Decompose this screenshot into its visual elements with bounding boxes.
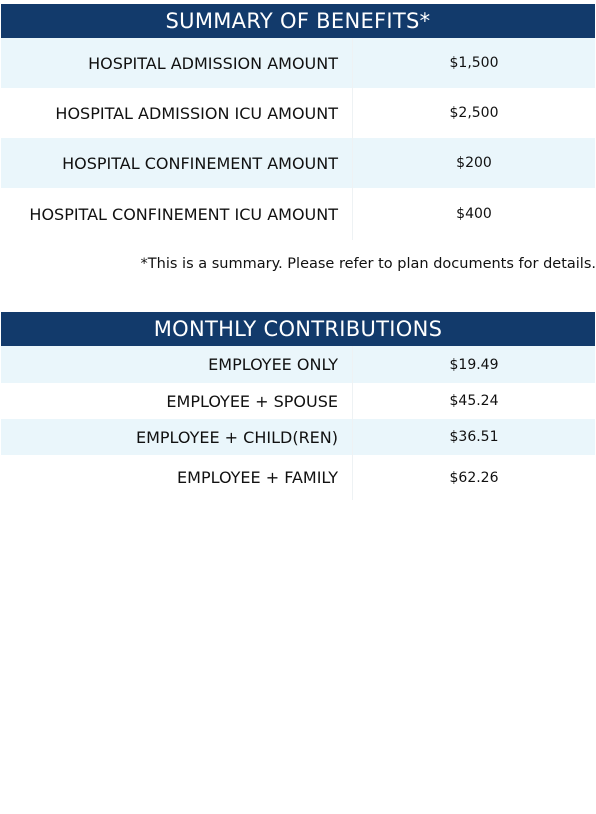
divider — [352, 346, 353, 383]
divider — [352, 419, 353, 455]
row-value: $45.24 — [449, 393, 499, 409]
table-row: EMPLOYEE ONLY $19.49 — [1, 346, 595, 383]
row-label: HOSPITAL CONFINEMENT AMOUNT — [62, 153, 338, 173]
divider — [352, 138, 353, 188]
row-label: EMPLOYEE + FAMILY — [177, 468, 338, 487]
row-label: EMPLOYEE ONLY — [208, 355, 338, 374]
row-value: $19.49 — [449, 356, 499, 373]
row-value: $1,500 — [449, 55, 499, 71]
divider — [352, 455, 353, 500]
table-row: HOSPITAL ADMISSION AMOUNT $1,500 — [1, 38, 595, 88]
row-label: EMPLOYEE + SPOUSE — [166, 391, 338, 411]
footnote: *This is a summary. Please refer to plan… — [140, 256, 596, 272]
row-value: $2,500 — [449, 105, 499, 121]
row-label: HOSPITAL ADMISSION AMOUNT — [88, 53, 338, 73]
table-header: MONTHLY CONTRIBUTIONS — [1, 312, 595, 346]
table-row: HOSPITAL CONFINEMENT ICU AMOUNT $400 — [1, 188, 595, 240]
row-value: $200 — [456, 155, 492, 171]
table-header: SUMMARY OF BENEFITS* — [1, 4, 595, 38]
row-value: $36.51 — [449, 429, 499, 445]
table-row: HOSPITAL ADMISSION ICU AMOUNT $2,500 — [1, 88, 595, 138]
row-value: $62.26 — [449, 469, 499, 486]
table-row: EMPLOYEE + FAMILY $62.26 — [1, 455, 595, 500]
row-label: HOSPITAL CONFINEMENT ICU AMOUNT — [29, 204, 338, 224]
table-row: EMPLOYEE + SPOUSE $45.24 — [1, 383, 595, 419]
divider — [352, 383, 353, 419]
table-row: HOSPITAL CONFINEMENT AMOUNT $200 — [1, 138, 595, 188]
divider — [352, 88, 353, 138]
row-label: EMPLOYEE + CHILD(REN) — [135, 427, 338, 447]
divider — [352, 38, 353, 88]
divider — [352, 188, 353, 240]
table-row: EMPLOYEE + CHILD(REN) $36.51 — [1, 419, 595, 455]
row-value: $400 — [456, 206, 492, 222]
row-label: HOSPITAL ADMISSION ICU AMOUNT — [55, 103, 338, 123]
